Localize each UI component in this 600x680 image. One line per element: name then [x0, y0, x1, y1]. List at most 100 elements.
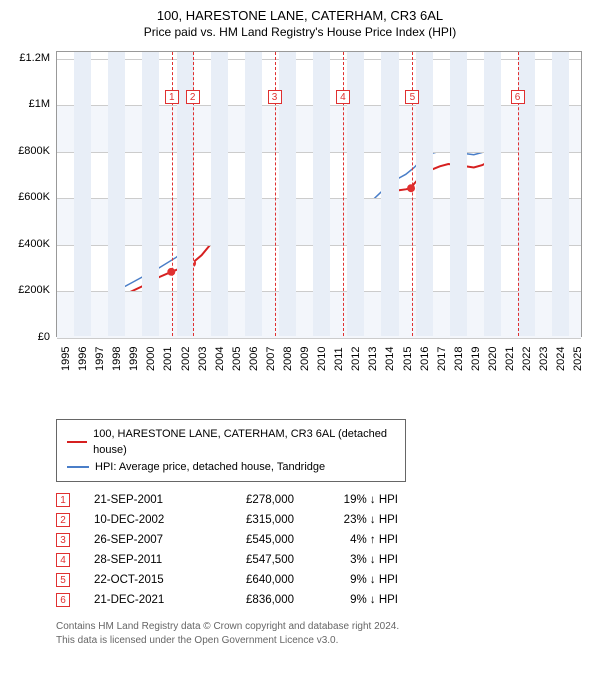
sales-row-date: 21-SEP-2001	[94, 494, 190, 506]
vband	[211, 52, 228, 336]
chart-container: 100, HARESTONE LANE, CATERHAM, CR3 6AL P…	[0, 0, 600, 680]
vband	[108, 52, 125, 336]
legend-label: 100, HARESTONE LANE, CATERHAM, CR3 6AL (…	[93, 426, 395, 459]
x-axis-label: 2008	[282, 346, 294, 370]
vband	[74, 52, 91, 336]
x-axis-label: 2013	[367, 346, 379, 370]
sale-marker-box: 6	[511, 90, 525, 104]
vband	[245, 52, 262, 336]
vband	[450, 52, 467, 336]
sales-row-marker-icon: 3	[56, 533, 70, 547]
footer-attribution: Contains HM Land Registry data © Crown c…	[56, 620, 590, 647]
x-axis-label: 1998	[111, 346, 123, 370]
vband	[142, 52, 159, 336]
x-axis-label: 2017	[436, 346, 448, 370]
sales-table: 1 21-SEP-2001 £278,000 19% ↓ HPI 2 10-DEC-200…	[56, 490, 590, 610]
x-axis-label: 2012	[350, 346, 362, 370]
chart-subtitle: Price paid vs. HM Land Registry's House …	[10, 25, 590, 39]
gridline	[57, 338, 581, 339]
x-axis-label: 2014	[384, 346, 396, 370]
x-axis-label: 2004	[214, 346, 226, 370]
sales-row-date: 10-DEC-2002	[94, 514, 190, 526]
sales-row-price: £640,000	[214, 574, 294, 586]
x-axis-label: 1997	[94, 346, 106, 370]
x-axis-label: 2016	[419, 346, 431, 370]
x-axis-label: 2000	[145, 346, 157, 370]
vband	[552, 52, 569, 336]
sales-row-price: £315,000	[214, 514, 294, 526]
sale-marker-box: 2	[186, 90, 200, 104]
y-axis-label: £600K	[6, 191, 50, 203]
sale-marker-box: 3	[268, 90, 282, 104]
sales-row-date: 26-SEP-2007	[94, 534, 190, 546]
sales-row-hpi: 9% ↓ HPI	[318, 594, 398, 606]
sales-row: 6 21-DEC-2021 £836,000 9% ↓ HPI	[56, 590, 590, 610]
x-axis-label: 2006	[248, 346, 260, 370]
vband	[484, 52, 501, 336]
sales-row-date: 28-SEP-2011	[94, 554, 190, 566]
sales-row: 3 26-SEP-2007 £545,000 4% ↑ HPI	[56, 530, 590, 550]
legend-label: HPI: Average price, detached house, Tand…	[95, 459, 325, 476]
x-axis-label: 2002	[180, 346, 192, 370]
y-axis-label: £0	[6, 331, 50, 343]
footer-line1: Contains HM Land Registry data © Crown c…	[56, 620, 590, 634]
chart-title: 100, HARESTONE LANE, CATERHAM, CR3 6AL	[10, 8, 590, 25]
x-axis-label: 2001	[162, 346, 174, 370]
y-axis-label: £800K	[6, 145, 50, 157]
sales-row-price: £836,000	[214, 594, 294, 606]
sale-marker-box: 1	[165, 90, 179, 104]
vband	[313, 52, 330, 336]
x-axis-label: 1995	[60, 346, 72, 370]
x-axis-label: 2015	[402, 346, 414, 370]
y-axis-label: £400K	[6, 238, 50, 250]
sales-row: 210-DEC-2002£315,00023% ↓ HPI	[56, 510, 590, 530]
legend-line-icon	[67, 466, 89, 468]
x-axis-label: 2023	[538, 346, 550, 370]
sales-row-date: 21-DEC-2021	[94, 594, 190, 606]
chart-area: 123456 £0£200K£400K£600K£800K£1M£1.2M199…	[10, 47, 590, 377]
sales-row-marker-icon: 6	[56, 593, 70, 607]
x-axis-label: 2003	[197, 346, 209, 370]
sales-row-price: £547,500	[214, 554, 294, 566]
plot-region: 12 3 4 5 6	[56, 51, 582, 337]
x-axis-label: 1999	[128, 346, 140, 370]
legend-box: 100, HARESTONE LANE, CATERHAM, CR3 6AL (…	[56, 419, 406, 483]
vband	[381, 52, 398, 336]
sales-row-marker-icon: 2	[56, 513, 70, 527]
sales-row-hpi: 19% ↓ HPI	[318, 494, 398, 506]
sales-row-price: £278,000	[214, 494, 294, 506]
legend-item: 100, HARESTONE LANE, CATERHAM, CR3 6AL (…	[67, 426, 395, 459]
sales-row: 1 21-SEP-2001 £278,000 19% ↓ HPI	[56, 490, 590, 510]
x-axis-label: 2021	[504, 346, 516, 370]
sales-row-marker-icon: 4	[56, 553, 70, 567]
sales-row-hpi: 9% ↓ HPI	[318, 574, 398, 586]
x-axis-label: 2018	[453, 346, 465, 370]
sales-row-hpi: 4% ↑ HPI	[318, 534, 398, 546]
x-axis-label: 2009	[299, 346, 311, 370]
y-axis-label: £200K	[6, 284, 50, 296]
x-axis-label: 1996	[77, 346, 89, 370]
x-axis-label: 2010	[316, 346, 328, 370]
x-axis-label: 2024	[555, 346, 567, 370]
legend-line-icon	[67, 441, 87, 443]
x-axis-label: 2020	[487, 346, 499, 370]
sales-row-marker-icon: 5	[56, 573, 70, 587]
sale-marker-box: 4	[336, 90, 350, 104]
x-axis-label: 2007	[265, 346, 277, 370]
sales-row-marker-icon: 1	[56, 493, 70, 507]
sale-marker-box: 5	[405, 90, 419, 104]
sale-dot	[407, 184, 415, 192]
sales-row-date: 22-OCT-2015	[94, 574, 190, 586]
x-axis-label: 2019	[470, 346, 482, 370]
footer-line2: This data is licensed under the Open Gov…	[56, 634, 590, 648]
x-axis-label: 2022	[521, 346, 533, 370]
x-axis-label: 2025	[572, 346, 584, 370]
sales-row-price: £545,000	[214, 534, 294, 546]
legend-item: HPI: Average price, detached house, Tand…	[67, 459, 395, 476]
sales-row-hpi: 3% ↓ HPI	[318, 554, 398, 566]
x-axis-label: 2005	[231, 346, 243, 370]
y-axis-label: £1M	[6, 98, 50, 110]
sales-row: 5 22-OCT-2015 £640,000 9% ↓ HPI	[56, 570, 590, 590]
sales-row: 4 28-SEP-2011 £547,500 3% ↓ HPI	[56, 550, 590, 570]
y-axis-label: £1.2M	[6, 52, 50, 64]
